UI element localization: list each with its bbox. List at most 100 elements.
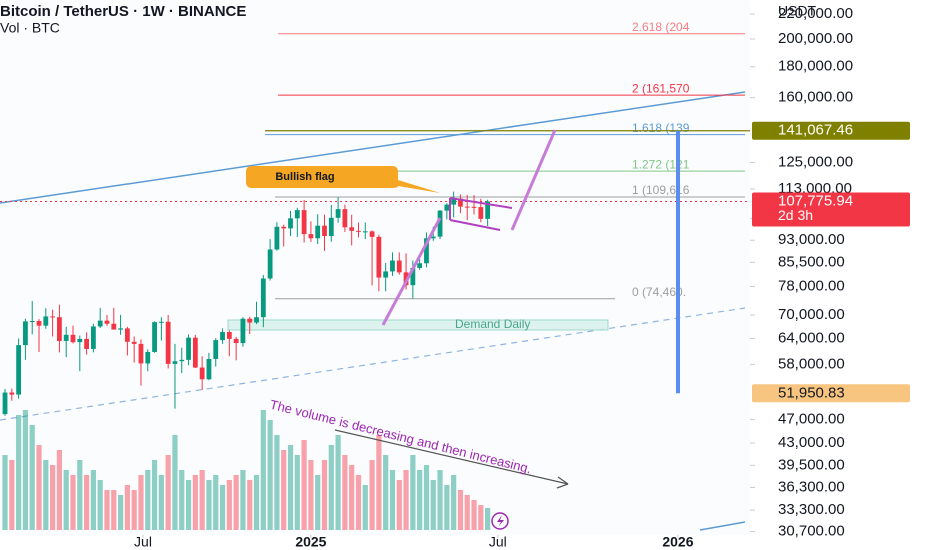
- candle-body: [124, 328, 130, 342]
- candle-body: [97, 320, 103, 327]
- currency-label: USDT: [778, 3, 817, 19]
- volume-bar: [451, 475, 457, 530]
- volume-bar: [83, 475, 90, 530]
- volume-bar: [423, 465, 430, 530]
- candle-body: [16, 345, 22, 395]
- volume-bar: [111, 490, 117, 530]
- volume-bar: [342, 455, 348, 530]
- volume-bar: [50, 465, 56, 530]
- volume-bar: [267, 420, 273, 530]
- candle-body: [63, 334, 69, 341]
- plot-background: [0, 0, 750, 535]
- candle-body: [349, 227, 355, 231]
- volume-bar: [158, 475, 164, 530]
- y-tick-label: 200,000.00: [778, 30, 853, 47]
- volume-bar: [138, 475, 144, 530]
- volume-bar: [287, 445, 294, 530]
- volume-bar: [335, 435, 341, 530]
- candle-body: [267, 249, 273, 279]
- candle-body: [464, 206, 470, 208]
- trend-line: [0, 91, 746, 204]
- candle-body: [152, 322, 157, 352]
- candle-body: [199, 367, 205, 380]
- volume-bar: [151, 460, 158, 530]
- candle-body: [57, 317, 62, 341]
- y-tick-label: 64,000.00: [778, 329, 845, 346]
- candle-body: [281, 226, 287, 229]
- volume-bar: [308, 460, 314, 530]
- candle-body: [29, 321, 35, 323]
- fib-label: 1.618 (139: [632, 121, 690, 135]
- volume-bar: [485, 508, 491, 530]
- volume-bar: [165, 455, 171, 530]
- candle-body: [437, 210, 443, 237]
- volume-bar: [274, 435, 280, 530]
- demand-zone-label: Demand Daily: [455, 317, 530, 331]
- volume-bar: [478, 505, 484, 530]
- candle-body: [444, 204, 450, 211]
- volume-bar: [16, 415, 22, 530]
- volume-bar: [172, 435, 178, 530]
- price-tag: [752, 384, 910, 403]
- candle-body: [335, 209, 341, 218]
- volume-bar: [9, 460, 15, 530]
- candle-body: [226, 331, 232, 339]
- volume-bar: [43, 460, 49, 530]
- candle-body: [247, 318, 253, 323]
- volume-bar: [213, 475, 219, 530]
- candle-body: [410, 267, 416, 286]
- fib-label: 1 (109,616: [632, 183, 690, 197]
- volume-bar: [22, 410, 29, 530]
- candle-body: [362, 231, 368, 233]
- candle-body: [90, 326, 96, 349]
- candle-body: [424, 238, 429, 264]
- candle-body: [376, 236, 382, 278]
- price-tag: [752, 121, 910, 140]
- volume-bar: [410, 455, 416, 530]
- y-tick-label: 180,000.00: [778, 58, 853, 75]
- volume-bar: [349, 465, 355, 530]
- candle-body: [220, 331, 225, 341]
- y-tick-label: 47,000.00: [778, 411, 845, 428]
- volume-bar: [430, 480, 436, 530]
- candle-body: [213, 340, 219, 359]
- volume-bar: [77, 460, 83, 530]
- candle-body: [43, 316, 49, 326]
- price-axis: [750, 0, 932, 550]
- y-tick-label: 30,700.00: [778, 523, 845, 540]
- candle-body: [328, 217, 334, 237]
- volume-bar: [90, 470, 96, 530]
- volume-bar: [260, 410, 266, 530]
- candle-body: [23, 321, 28, 346]
- volume-bar: [247, 480, 253, 530]
- flag-pole: [381, 217, 442, 326]
- candle-body: [417, 263, 423, 268]
- demand-zone: [227, 319, 609, 331]
- candle-body: [383, 271, 389, 278]
- volume-bar: [131, 490, 137, 530]
- y-tick-label: 36,300.00: [778, 478, 845, 495]
- volume-bar: [403, 470, 409, 530]
- candle-body: [458, 198, 463, 207]
- volume-bar: [117, 495, 124, 530]
- volume-bar: [233, 475, 239, 530]
- candle-body: [138, 343, 144, 364]
- fib-label: 0 (74,460.: [632, 285, 686, 299]
- candle-body: [179, 359, 185, 362]
- trend-line: [699, 521, 746, 531]
- candle-body: [356, 230, 361, 232]
- volume-bar: [457, 490, 464, 530]
- volume-bar: [321, 460, 328, 530]
- volume-bar: [376, 435, 382, 530]
- candle-body: [165, 321, 171, 364]
- x-tick-label: Jul: [489, 534, 507, 550]
- arrow-line: [334, 429, 569, 485]
- volume-bar: [104, 490, 110, 530]
- volume-bar: [437, 470, 443, 530]
- y-tick-label: 220,000.00: [778, 5, 853, 22]
- icon: [497, 515, 504, 527]
- volume-bar: [124, 485, 130, 530]
- y-tick-label: 85,500.00: [778, 253, 845, 270]
